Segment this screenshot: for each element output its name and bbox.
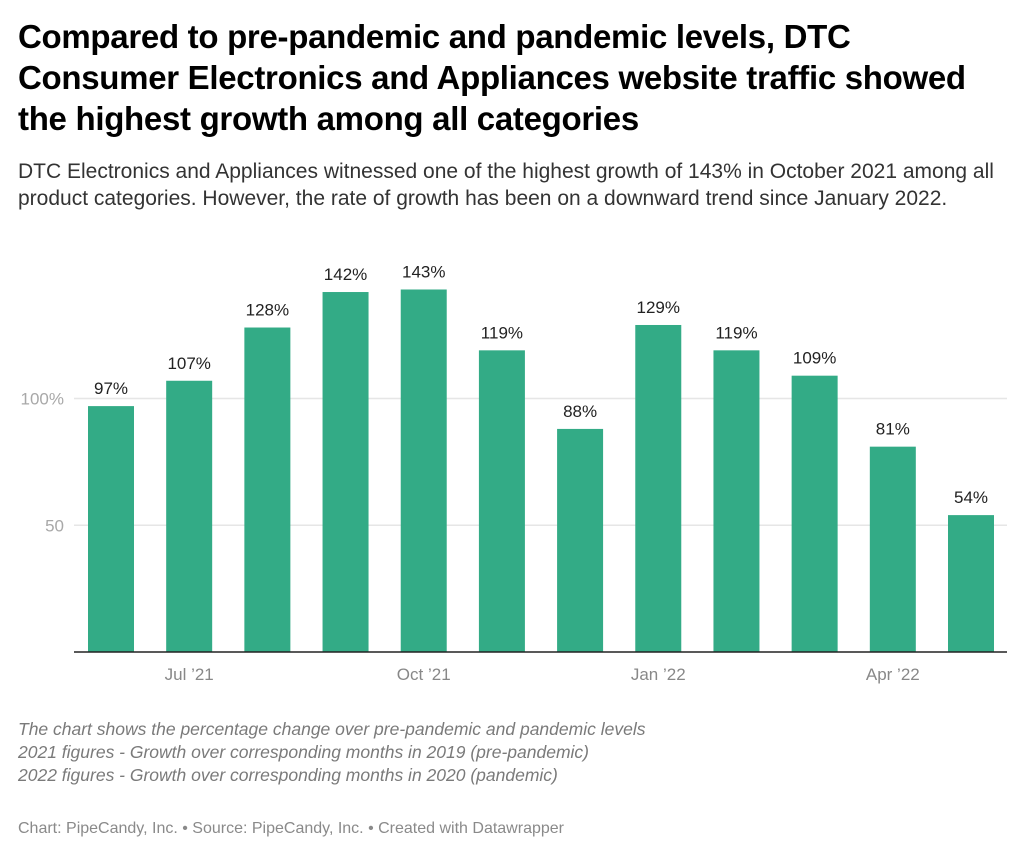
x-axis-ticks: Jul ’21 Oct ’21 Jan ’22 Apr ’22 xyxy=(165,665,920,684)
bar xyxy=(713,350,760,652)
bar xyxy=(322,292,369,652)
bar xyxy=(635,324,682,652)
chart-title: Compared to pre-pandemic and pandemic le… xyxy=(18,18,966,137)
bar xyxy=(400,289,447,652)
chart-subtitle: DTC Electronics and Appliances witnessed… xyxy=(18,160,994,210)
x-tick-label: Jan ’22 xyxy=(631,665,686,684)
y-tick-label: 100% xyxy=(21,390,64,409)
bar xyxy=(557,428,604,652)
bars xyxy=(88,289,994,652)
data-label: 81% xyxy=(876,420,910,439)
data-label: 142% xyxy=(324,265,367,284)
data-label: 129% xyxy=(637,298,680,317)
data-label: 143% xyxy=(402,262,445,281)
data-label: 88% xyxy=(563,402,597,421)
y-tick-label: 50 xyxy=(45,516,64,535)
x-tick-label: Apr ’22 xyxy=(866,665,920,684)
data-label: 119% xyxy=(715,323,757,342)
data-label: 119% xyxy=(481,323,523,342)
data-label: 109% xyxy=(793,349,836,368)
data-label: 128% xyxy=(246,301,289,320)
gridlines xyxy=(74,397,1007,526)
x-tick-label: Jul ’21 xyxy=(165,665,214,684)
note-line: 2021 figures - Growth over corresponding… xyxy=(18,742,589,762)
bar xyxy=(166,380,213,652)
bar-chart: 100% 50 97% 107% 128% 142% 143% 119% 88% 129% 119… xyxy=(21,262,1007,684)
bar xyxy=(869,446,916,652)
data-label: 107% xyxy=(167,354,210,373)
note-line: The chart shows the percentage change ov… xyxy=(18,719,646,739)
bar xyxy=(244,327,291,652)
bar xyxy=(948,515,994,652)
chart-footer: Chart: PipeCandy, Inc. • Source: PipeCan… xyxy=(18,820,564,837)
y-axis-ticks: 100% 50 xyxy=(21,390,64,536)
bar xyxy=(478,350,525,652)
data-labels: 97% 107% 128% 142% 143% 119% 88% 129% 119% 109% 81… xyxy=(94,262,988,507)
bar xyxy=(88,406,134,652)
data-label: 97% xyxy=(94,379,128,398)
data-label: 54% xyxy=(954,488,988,507)
note-line: 2022 figures - Growth over corresponding… xyxy=(18,765,558,785)
chart-notes: The chart shows the percentage change ov… xyxy=(18,718,645,787)
bar xyxy=(791,375,838,652)
x-tick-label: Oct ’21 xyxy=(397,665,451,684)
